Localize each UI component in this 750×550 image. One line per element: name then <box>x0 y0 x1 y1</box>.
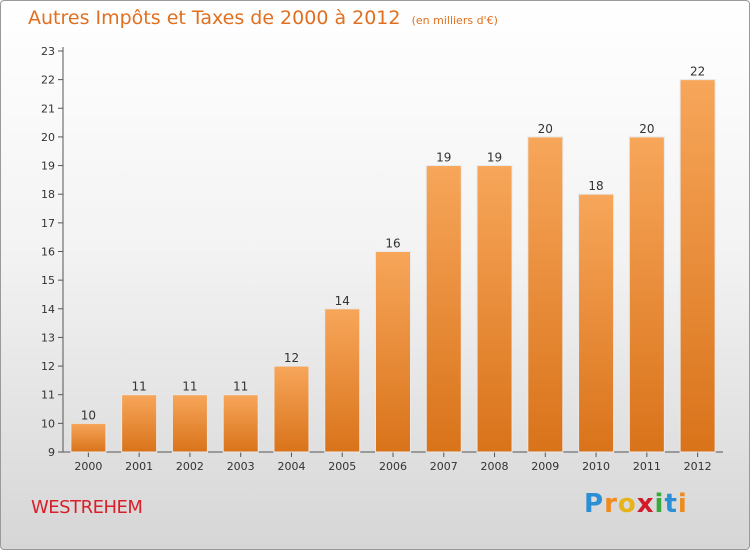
logo-letter: x <box>636 489 655 519</box>
y-tick-label: 17 <box>41 217 55 230</box>
bar <box>628 136 665 453</box>
bar <box>679 79 716 453</box>
x-tick-label: 2009 <box>531 460 559 473</box>
x-tick-label: 2006 <box>379 460 407 473</box>
y-tick-label: 22 <box>41 74 55 87</box>
y-tick-label: 12 <box>41 360 55 373</box>
bar-value-label: 19 <box>436 151 451 165</box>
logo-letter: P <box>584 489 605 519</box>
x-tick-label: 2011 <box>633 460 661 473</box>
logo-letter: t <box>664 489 678 519</box>
x-tick-label: 2004 <box>277 460 305 473</box>
x-tick-label: 2008 <box>481 460 509 473</box>
y-tick-label: 15 <box>41 274 55 287</box>
y-tick-label: 18 <box>41 188 55 201</box>
bar <box>273 365 310 453</box>
logo-letter: o <box>617 489 637 519</box>
bar <box>375 251 411 453</box>
logo-letter: i <box>654 489 665 519</box>
chart-subtitle: (en milliers d'€) <box>411 14 498 27</box>
y-tick-label: 10 <box>41 417 55 430</box>
y-tick-label: 23 <box>41 45 55 58</box>
bar-value-label: 22 <box>690 65 705 79</box>
bar-value-label: 19 <box>487 151 502 165</box>
bar-value-label: 20 <box>538 122 553 136</box>
bar <box>70 422 107 453</box>
x-tick-label: 2007 <box>430 460 458 473</box>
bar <box>578 193 615 453</box>
bar <box>171 394 208 453</box>
title-block: Autres Impôts et Taxes de 2000 à 2012 (e… <box>28 7 498 29</box>
bar-value-label: 20 <box>639 122 654 136</box>
bar-value-label: 14 <box>335 294 350 308</box>
bar-value-label: 16 <box>385 237 400 251</box>
bar <box>121 394 158 453</box>
bar-value-label: 11 <box>182 380 197 394</box>
x-tick-label: 2002 <box>176 460 204 473</box>
bar-value-label: 11 <box>233 380 248 394</box>
labels: 10 2000 11 2001 11 2002 11 2003 12 2004 14 2005 16 20… <box>74 65 711 473</box>
bar-value-label: 12 <box>284 351 299 365</box>
town-name: WESTREHEM <box>31 497 143 518</box>
bars <box>70 79 716 453</box>
x-tick-label: 2000 <box>74 460 102 473</box>
y-tick-label: 13 <box>41 331 55 344</box>
bar <box>476 165 513 453</box>
bar-value-label: 11 <box>132 380 147 394</box>
x-tick-label: 2001 <box>125 460 153 473</box>
y-tick-label: 20 <box>41 131 55 144</box>
bar-value-label: 18 <box>588 179 603 193</box>
bar <box>425 165 462 453</box>
x-tick-label: 2005 <box>328 460 356 473</box>
x-tick-label: 2012 <box>684 460 712 473</box>
y-tick-label: 9 <box>48 446 55 459</box>
logo-letter: r <box>604 489 618 519</box>
y-tick-label: 21 <box>41 102 55 115</box>
bar <box>527 136 564 453</box>
y-tick-label: 14 <box>41 303 55 316</box>
y-tick-label: 16 <box>41 246 55 259</box>
bar-value-label: 10 <box>81 408 96 422</box>
chart-title: Autres Impôts et Taxes de 2000 à 2012 <box>28 7 401 29</box>
bar <box>324 308 361 453</box>
y-tick-label: 11 <box>41 389 55 402</box>
bar <box>222 394 259 453</box>
proxiti-logo: Proxiti <box>584 489 688 519</box>
x-tick-label: 2003 <box>227 460 255 473</box>
x-tick-label: 2010 <box>582 460 610 473</box>
y-tick-label: 19 <box>41 160 55 173</box>
logo-letter: i <box>677 489 688 519</box>
